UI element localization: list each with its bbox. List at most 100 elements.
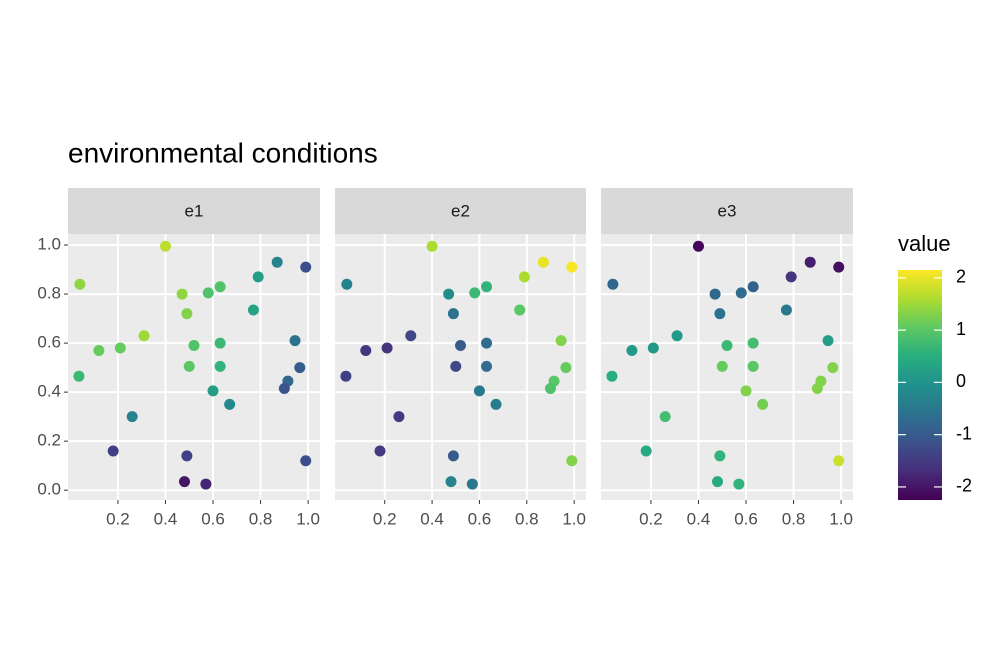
point: [785, 271, 797, 283]
x-tick-label: 0.4: [420, 509, 444, 528]
x-tick-label: 1.0: [829, 509, 853, 528]
point: [445, 476, 457, 488]
point: [340, 370, 352, 382]
point: [469, 287, 481, 299]
strip: [335, 188, 586, 234]
x-tick-label: 0.4: [687, 509, 711, 528]
point: [176, 288, 188, 300]
point: [181, 450, 193, 462]
x-tick-label: 0.8: [515, 509, 539, 528]
point: [107, 445, 119, 457]
point: [566, 261, 578, 273]
x-tick-label: 0.2: [373, 509, 397, 528]
y-tick-label: 0.6: [37, 333, 61, 352]
point: [214, 360, 226, 372]
strip-label: e3: [718, 201, 737, 220]
point: [178, 476, 190, 488]
point: [607, 278, 619, 290]
point: [833, 455, 845, 467]
point: [481, 281, 493, 293]
x-tick-label: 1.0: [562, 509, 586, 528]
point: [207, 385, 219, 397]
point: [393, 411, 405, 423]
point: [747, 281, 759, 293]
point: [202, 287, 214, 299]
point: [804, 256, 816, 268]
point: [426, 240, 438, 252]
point: [544, 382, 556, 394]
point: [271, 256, 283, 268]
point: [447, 450, 459, 462]
point: [466, 478, 478, 490]
point: [822, 335, 834, 347]
point: [93, 344, 105, 356]
point: [560, 362, 572, 374]
x-tick-label: 0.8: [249, 509, 273, 528]
y-tick-label: 0.8: [37, 284, 61, 303]
point: [126, 411, 138, 423]
point: [450, 360, 462, 372]
point: [360, 344, 372, 356]
point: [294, 362, 306, 374]
point: [640, 445, 652, 457]
x-tick-label: 0.2: [106, 509, 130, 528]
point: [537, 256, 549, 268]
point: [490, 398, 502, 410]
point: [473, 385, 485, 397]
point: [381, 342, 393, 354]
strip: [601, 188, 853, 234]
x-tick-label: 0.4: [154, 509, 178, 528]
y-tick-label: 0.4: [37, 382, 61, 401]
colorbar: [898, 270, 942, 500]
point: [114, 342, 126, 354]
point: [716, 360, 728, 372]
point: [374, 445, 386, 457]
point: [252, 271, 264, 283]
point: [289, 335, 301, 347]
colorbar-tick-label: 1: [956, 319, 966, 339]
x-tick-label: 0.6: [468, 509, 492, 528]
point: [514, 304, 526, 316]
point: [780, 304, 792, 316]
point: [566, 455, 578, 467]
chart-title: environmental conditions: [68, 137, 378, 168]
point: [455, 340, 466, 352]
point: [626, 344, 638, 356]
point: [555, 335, 567, 347]
point: [183, 360, 195, 372]
y-tick-label: 0.2: [37, 431, 61, 450]
colorbar-tick-label: -2: [956, 476, 972, 496]
x-tick-label: 0.2: [639, 509, 663, 528]
point: [757, 398, 769, 410]
point: [341, 278, 353, 290]
point: [606, 370, 618, 382]
point: [278, 382, 290, 394]
point: [200, 478, 212, 490]
point: [188, 340, 200, 352]
y-tick-label: 1.0: [37, 235, 61, 254]
strip: [68, 188, 320, 234]
point: [811, 382, 823, 394]
point: [300, 261, 312, 273]
point: [224, 398, 236, 410]
point: [733, 478, 745, 490]
colorbar-tick-label: -1: [956, 423, 972, 443]
y-tick-label: 0.0: [37, 480, 61, 499]
point: [833, 261, 845, 273]
point: [747, 360, 759, 372]
strip-label: e2: [451, 201, 470, 220]
colorbar-tick-label: 2: [956, 267, 966, 287]
point: [827, 362, 839, 374]
point: [300, 455, 312, 467]
point: [518, 271, 530, 283]
point: [714, 308, 726, 320]
strip-label: e1: [185, 201, 204, 220]
x-tick-label: 1.0: [296, 509, 320, 528]
point: [214, 281, 226, 293]
legend-title: value: [898, 231, 951, 256]
point: [647, 342, 659, 354]
point: [181, 308, 193, 320]
point: [73, 370, 85, 382]
point: [443, 288, 455, 300]
